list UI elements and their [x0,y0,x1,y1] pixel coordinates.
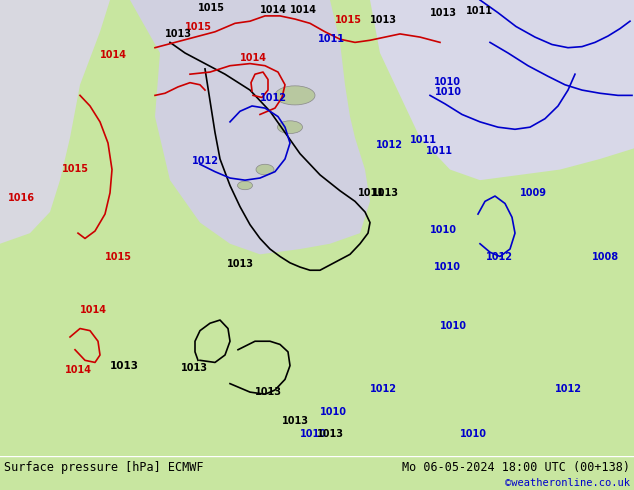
Text: 1012: 1012 [376,140,403,150]
Text: 1013: 1013 [430,8,457,18]
Polygon shape [370,0,634,180]
Polygon shape [0,0,110,244]
Text: 1010: 1010 [300,429,327,439]
Text: 1013: 1013 [254,387,281,397]
Text: 1011: 1011 [358,188,385,198]
Text: 1013: 1013 [226,259,254,269]
Text: 1014: 1014 [240,53,267,64]
Text: 1013: 1013 [317,429,344,439]
Text: 1016: 1016 [8,194,35,203]
Text: 1014: 1014 [100,50,127,60]
Text: 1015: 1015 [185,22,212,32]
Text: 1014: 1014 [65,365,92,375]
Text: 1014: 1014 [80,305,107,315]
Text: 1015: 1015 [198,2,225,13]
Text: 1010: 1010 [320,407,347,417]
Text: 1013: 1013 [110,361,139,371]
Text: 1013: 1013 [370,15,397,25]
Text: 1010: 1010 [435,87,462,98]
Text: 1012: 1012 [486,252,513,262]
Ellipse shape [275,86,315,105]
Text: 1012: 1012 [260,93,287,103]
Text: 1011: 1011 [410,135,437,145]
Text: 1010: 1010 [440,320,467,331]
Text: 1013: 1013 [372,188,399,198]
Text: 1013: 1013 [181,363,207,373]
Ellipse shape [256,164,274,175]
Text: 1011: 1011 [466,6,493,16]
Text: 1012: 1012 [555,384,582,394]
Text: 1014: 1014 [290,5,317,15]
Text: Surface pressure [hPa] ECMWF: Surface pressure [hPa] ECMWF [4,461,204,474]
Text: 1010: 1010 [434,77,461,87]
Text: 1013: 1013 [165,29,192,39]
Text: 1014: 1014 [260,5,287,15]
Text: 1015: 1015 [62,164,89,173]
Text: 1012: 1012 [370,384,397,394]
Text: Mo 06-05-2024 18:00 UTC (00+138): Mo 06-05-2024 18:00 UTC (00+138) [402,461,630,474]
Text: 1011: 1011 [426,146,453,156]
Text: 1009: 1009 [520,188,547,198]
Text: 1008: 1008 [592,252,619,262]
Text: 1011: 1011 [318,34,345,45]
Text: 1010: 1010 [460,429,487,439]
Text: 1015: 1015 [105,252,132,262]
Text: ©weatheronline.co.uk: ©weatheronline.co.uk [505,478,630,488]
Ellipse shape [238,181,252,190]
Text: 1015: 1015 [335,15,362,25]
Text: 1010: 1010 [430,225,457,235]
Text: 1012: 1012 [192,156,219,166]
Text: 1010: 1010 [434,262,461,272]
Polygon shape [130,0,370,254]
Text: 1013: 1013 [282,416,309,426]
Ellipse shape [278,121,302,134]
